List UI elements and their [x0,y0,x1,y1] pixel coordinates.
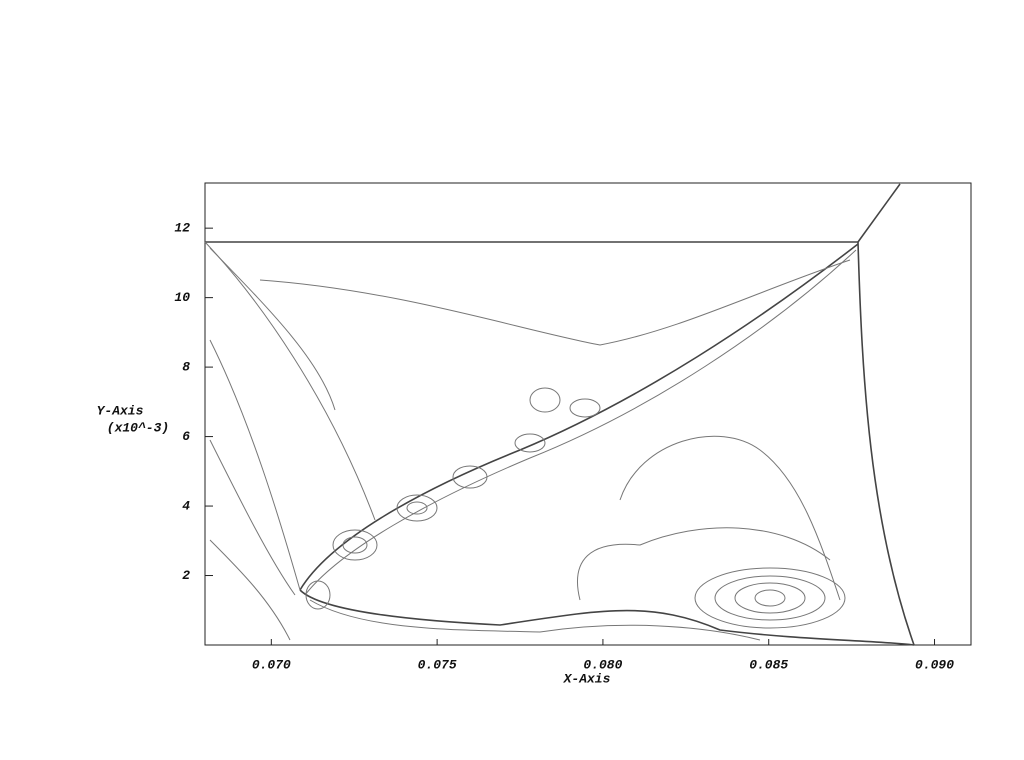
contour-line [209,539,291,641]
contour-line [299,243,859,591]
y-tick-label: 6 [182,429,190,444]
contour-line [857,183,901,243]
contour-line [309,599,761,641]
vortex [305,580,331,610]
y-tick-label: 2 [182,568,190,583]
vortex [406,501,428,515]
vortex [332,529,378,561]
contour-line [209,247,336,411]
contour-line [857,241,915,646]
y-tick-label: 4 [182,498,190,513]
y-tick-label: 10 [174,290,190,305]
y-tick-label: 8 [182,360,190,375]
x-axis-label: X-Axis [563,671,611,686]
x-tick-label: 0.090 [915,657,954,672]
contour-line [259,259,851,346]
vortex [754,589,786,607]
y-axis-unit: (x10^-3) [107,420,169,435]
contour-line [304,249,857,596]
vortex [529,387,561,413]
vortex [714,575,826,621]
x-tick-label: 0.080 [583,657,622,672]
vortex [514,433,546,453]
y-tick-label: 12 [174,221,190,236]
vortex [694,567,846,629]
contour-field [204,183,915,646]
contour-line [209,339,301,591]
vortex [569,398,601,418]
vortex [452,465,488,489]
contour-line [209,439,296,596]
contour-line [619,435,841,601]
vortex [396,494,438,522]
y-axis-label: Y-Axis [97,403,144,418]
vortex [734,582,806,614]
contour-line [577,527,831,601]
x-tick-label: 0.085 [749,657,788,672]
x-tick-label: 0.070 [252,657,291,672]
contour-line [204,241,376,521]
x-tick-label: 0.075 [418,657,457,672]
plot-frame [204,182,972,646]
contour-line [299,589,915,646]
vortex [342,536,368,554]
